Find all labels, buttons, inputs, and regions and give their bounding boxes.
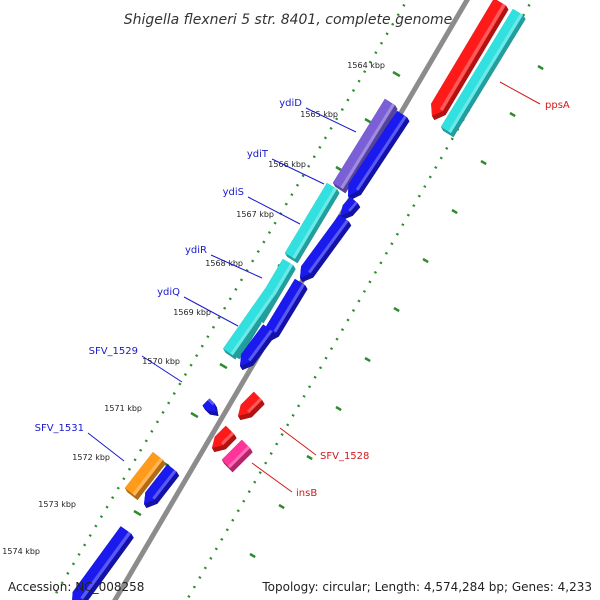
- gene-ydiQ: [223, 288, 278, 360]
- outer-tick-mark: [335, 405, 342, 412]
- svg-text:ydiT: ydiT: [247, 149, 269, 160]
- gene-labels: ppsA ydiD ydiT ydiS ydiR ydiQ SFV_1529 SFV_1528…: [35, 81, 570, 499]
- gene-label-ydiR: ydiR: [185, 245, 263, 279]
- gene-label-ppsA: ppsA: [499, 81, 570, 111]
- gene-features: [72, 0, 526, 600]
- cds-ydiQ: [240, 324, 276, 370]
- outer-tick-mark: [451, 208, 458, 215]
- svg-text:ydiS: ydiS: [223, 187, 244, 198]
- svg-text:ydiQ: ydiQ: [157, 287, 180, 298]
- cds-ydiT: [340, 196, 361, 220]
- map-title: Shigella flexneri 5 str. 8401, complete …: [124, 12, 453, 28]
- cds-ydiS: [300, 214, 352, 282]
- gene-ydiT: [284, 182, 340, 264]
- gene-bottom-cds: [72, 526, 134, 600]
- gene-ydiD: [332, 98, 398, 194]
- gene-label-SFV_1529: SFV_1529: [89, 346, 183, 383]
- gene-label-ydiD: ydiD: [279, 98, 357, 133]
- tick-track-inner: [50, 0, 409, 600]
- svg-text:SFV_1531: SFV_1531: [35, 423, 84, 434]
- tick-mark: [133, 509, 142, 517]
- cds-ydiR: [266, 278, 308, 342]
- svg-text:ydiD: ydiD: [279, 98, 302, 109]
- tick-mark: [392, 70, 401, 78]
- outer-tick-mark: [278, 503, 285, 510]
- tick-label: 1574 kbp: [2, 547, 40, 556]
- gene-SFV_1528-part: [212, 425, 237, 452]
- outer-tick-mark: [480, 159, 487, 166]
- gene-label-SFV_1528: SFV_1528: [279, 427, 369, 462]
- tick-label: 1570 kbp: [142, 357, 180, 366]
- svg-text:SFV_1529: SFV_1529: [89, 346, 138, 357]
- tick-label: 1567 kbp: [236, 210, 274, 219]
- tick-mark: [190, 411, 199, 419]
- tick-label: 1568 kbp: [205, 259, 243, 268]
- gene-label-SFV_1531: SFV_1531: [35, 423, 125, 462]
- outer-tick-mark: [422, 257, 429, 264]
- outer-tick-mark: [509, 111, 516, 118]
- gene-label-insB: insB: [251, 462, 317, 499]
- tick-label: 1569 kbp: [173, 308, 211, 317]
- gene-SFV_1529: [202, 398, 219, 416]
- tick-label: 1572 kbp: [72, 453, 110, 462]
- tick-label: 1571 kbp: [104, 404, 142, 413]
- tick-mark: [219, 362, 228, 370]
- accession-text: Accession: NC_008258: [8, 580, 145, 594]
- gene-SFV_1528: [238, 391, 265, 420]
- gene-label-ydiS: ydiS: [223, 187, 301, 225]
- outer-tick-mark: [537, 64, 544, 71]
- outer-tick-mark: [306, 454, 313, 461]
- cds-SFV_1531: [144, 464, 180, 508]
- gene-SFV_1531: [124, 452, 166, 500]
- svg-text:ydiR: ydiR: [185, 245, 207, 256]
- svg-text:SFV_1528: SFV_1528: [320, 451, 369, 462]
- outer-tick-mark: [249, 552, 256, 559]
- gene-ppsA-cds: [440, 8, 526, 138]
- gene-insB: [221, 439, 253, 473]
- gene-label-ydiT: ydiT: [247, 149, 325, 185]
- svg-text:insB: insB: [296, 488, 317, 499]
- tick-label: 1566 kbp: [268, 160, 306, 169]
- svg-text:ppsA: ppsA: [545, 100, 570, 111]
- outer-tick-mark: [364, 356, 371, 363]
- gene-ppsA: [431, 0, 509, 120]
- cds-ydiD: [348, 110, 410, 200]
- gene-label-ydiQ: ydiQ: [157, 287, 239, 327]
- tick-label: 1564 kbp: [347, 61, 385, 70]
- tick-label: 1573 kbp: [38, 500, 76, 509]
- outer-tick-mark: [393, 306, 400, 313]
- genome-summary-text: Topology: circular; Length: 4,574,284 bp…: [262, 580, 592, 594]
